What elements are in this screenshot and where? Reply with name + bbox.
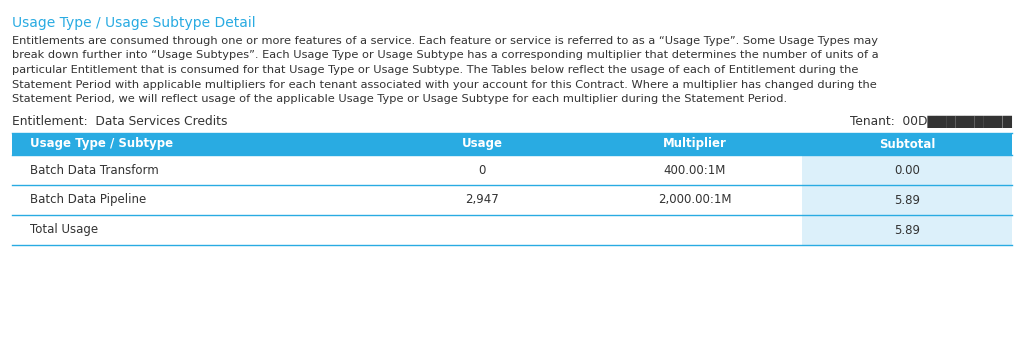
Text: 2,947: 2,947: [465, 194, 499, 207]
Text: Statement Period with applicable multipliers for each tenant associated with you: Statement Period with applicable multipl…: [12, 79, 877, 90]
Text: particular Entitlement that is consumed for that Usage Type or Usage Subtype. Th: particular Entitlement that is consumed …: [12, 65, 858, 75]
Text: Entitlement:  Data Services Credits: Entitlement: Data Services Credits: [12, 115, 227, 128]
Text: break down further into “Usage Subtypes”. Each Usage Type or Usage Subtype has a: break down further into “Usage Subtypes”…: [12, 50, 879, 61]
Text: Usage Type / Usage Subtype Detail: Usage Type / Usage Subtype Detail: [12, 16, 256, 30]
Text: Subtotal: Subtotal: [879, 137, 935, 150]
Text: Tenant:  00D█████████: Tenant: 00D█████████: [850, 115, 1012, 128]
Text: Batch Data Transform: Batch Data Transform: [30, 164, 159, 176]
Text: 5.89: 5.89: [894, 194, 920, 207]
Text: Multiplier: Multiplier: [663, 137, 726, 150]
Text: 5.89: 5.89: [894, 223, 920, 237]
Bar: [802, 185, 1012, 215]
Text: 0: 0: [478, 164, 485, 176]
Text: 2,000.00:1M: 2,000.00:1M: [657, 194, 731, 207]
Text: Total Usage: Total Usage: [30, 223, 98, 237]
Text: Entitlements are consumed through one or more features of a service. Each featur: Entitlements are consumed through one or…: [12, 36, 878, 46]
Bar: [802, 155, 1012, 185]
Text: 0.00: 0.00: [894, 164, 920, 176]
Bar: [12, 133, 1012, 155]
Text: Usage Type / Subtype: Usage Type / Subtype: [30, 137, 173, 150]
Text: Statement Period, we will reflect usage of the applicable Usage Type or Usage Su: Statement Period, we will reflect usage …: [12, 94, 787, 104]
Text: Usage: Usage: [462, 137, 503, 150]
Text: 400.00:1M: 400.00:1M: [664, 164, 726, 176]
Text: Batch Data Pipeline: Batch Data Pipeline: [30, 194, 146, 207]
Bar: [802, 215, 1012, 245]
